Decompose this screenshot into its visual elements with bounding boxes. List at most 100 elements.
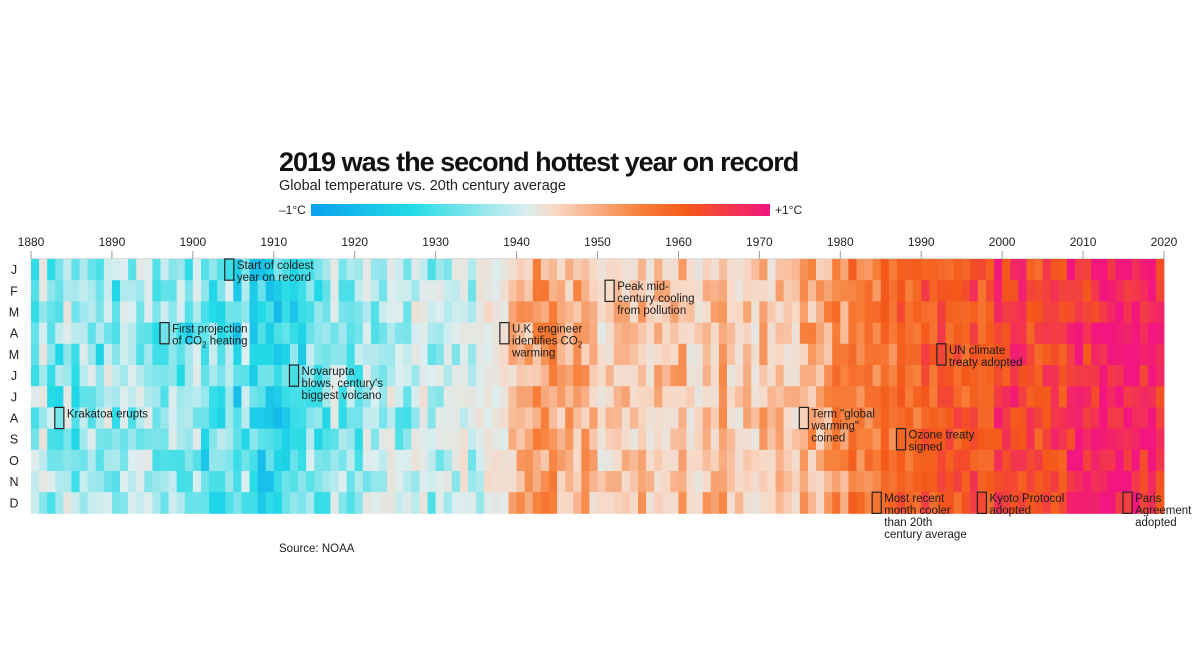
heatmap-cell (1155, 259, 1165, 281)
heatmap-cell (1147, 280, 1157, 302)
heatmap-cell (160, 428, 169, 451)
heatmap-cell (378, 259, 388, 281)
heatmap-cell (629, 259, 639, 281)
heatmap-cell (921, 428, 930, 451)
heatmap-cell (168, 449, 178, 472)
heatmap-cell (1058, 471, 1068, 493)
heatmap-cell (87, 407, 97, 429)
heatmap-cell (864, 428, 874, 451)
heatmap-cell (111, 386, 121, 408)
heatmap-cell (209, 343, 218, 366)
heatmap-cell (209, 428, 218, 451)
heatmap-cell (816, 428, 825, 451)
heatmap-cell (840, 301, 849, 323)
heatmap-cell (896, 280, 906, 302)
heatmap-cell (1091, 301, 1100, 323)
heatmap-cell (1042, 301, 1052, 323)
heatmap-cell (686, 386, 696, 408)
heatmap-cell (136, 492, 145, 514)
heatmap-cell (840, 259, 849, 281)
heatmap-cell (39, 280, 48, 302)
heatmap-cell (921, 301, 930, 323)
heatmap-cell (516, 492, 526, 514)
heatmap-cell (136, 280, 145, 302)
heatmap-cell (451, 301, 461, 323)
heatmap-cell (759, 407, 768, 429)
heatmap-cell (605, 449, 615, 472)
heatmap-cell (581, 365, 590, 387)
heatmap-cell (403, 407, 412, 429)
heatmap-cell (1155, 301, 1165, 323)
heatmap-cell (281, 301, 291, 323)
x-tick-label: 1920 (341, 235, 368, 249)
heatmap-cell (128, 407, 137, 429)
heatmap-cell (168, 259, 178, 281)
heatmap-cell (419, 407, 428, 429)
annotation-marker (895, 428, 907, 451)
heatmap-cell (87, 322, 97, 345)
heatmap-cell (31, 449, 40, 472)
heatmap-cell (735, 449, 744, 472)
heatmap-cell (103, 301, 113, 323)
heatmap-cell (718, 407, 728, 429)
heatmap-cell (95, 471, 105, 493)
heatmap-cell (557, 301, 566, 323)
heatmap-cell (888, 343, 898, 366)
heatmap-cell (953, 343, 963, 366)
heatmap-cell (888, 492, 898, 514)
heatmap-cell (937, 449, 946, 472)
heatmap-cell (613, 280, 623, 302)
heatmap-cell (670, 492, 679, 514)
heatmap-cell (136, 449, 145, 472)
heatmap-cell (807, 386, 817, 408)
heatmap-cell (516, 407, 526, 429)
heatmap-cell (1026, 280, 1035, 302)
heatmap-cell (209, 407, 218, 429)
heatmap-cell (1099, 322, 1108, 345)
heatmap-cell (55, 259, 64, 281)
x-tick-label: 1970 (746, 235, 773, 249)
heatmap-cell (581, 301, 590, 323)
heatmap-cell (540, 471, 550, 493)
heatmap-cell (128, 449, 137, 472)
heatmap-cell (63, 471, 72, 493)
annotation-marker (798, 406, 810, 430)
heatmap-cell (1099, 301, 1108, 323)
heatmap-cell (411, 386, 420, 408)
heatmap-cell (184, 386, 194, 408)
heatmap-cell (678, 407, 687, 429)
heatmap-cell (1002, 492, 1011, 514)
heatmap-cell (306, 407, 315, 429)
heatmap-cell (581, 492, 590, 514)
heatmap-cell (273, 343, 283, 366)
heatmap-cell (492, 301, 501, 323)
heatmap-cell (1074, 280, 1084, 302)
annotation-marker (976, 491, 988, 515)
heatmap-cell (548, 449, 558, 472)
heatmap-cell (726, 449, 736, 472)
heatmap-cell (1091, 471, 1100, 493)
heatmap-cell (791, 322, 801, 345)
heatmap-cell (905, 428, 914, 451)
heatmap-cell (427, 492, 437, 514)
heatmap-cell (994, 301, 1003, 323)
heatmap-cell (362, 343, 372, 366)
heatmap-cell (265, 259, 275, 281)
heatmap-cell (443, 343, 453, 366)
heatmap-cell (241, 280, 250, 302)
heatmap-cell (913, 259, 922, 281)
heatmap-cell (597, 301, 606, 323)
heatmap-cell (969, 471, 979, 493)
heatmap-cell (1058, 407, 1068, 429)
heatmap-cell (176, 259, 186, 281)
heatmap-cell (370, 322, 380, 345)
heatmap-cell (1026, 492, 1035, 514)
heatmap-cell (120, 280, 129, 302)
heatmap-cells (31, 259, 1165, 514)
heatmap-cell (743, 301, 752, 323)
heatmap-cell (751, 259, 760, 281)
heatmap-cell (500, 322, 509, 345)
heatmap-cell (217, 343, 226, 366)
annotation-text: Peak mid- (617, 281, 669, 293)
heatmap-cell (136, 365, 145, 387)
